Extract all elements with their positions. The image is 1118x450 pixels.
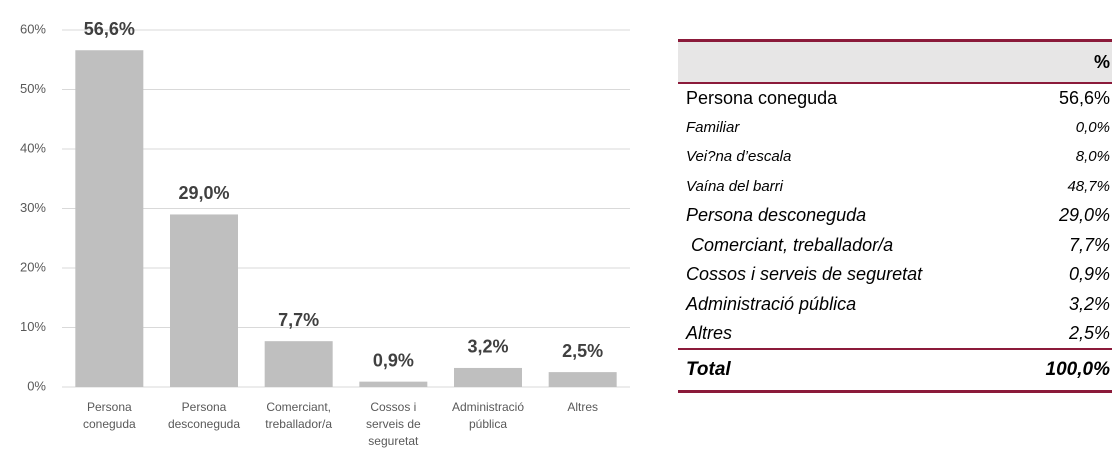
cell: 8,0% [1075, 148, 1110, 166]
header-cell: % [1011, 39, 1112, 84]
row: Vaína del barri 48,7% [678, 172, 1112, 202]
bar [170, 214, 238, 387]
data-label: 7,7% [278, 310, 319, 330]
cell: Comerciant, treballador/a [686, 234, 894, 255]
y-tick-label: 50% [20, 81, 46, 96]
x-tick-label: Persona coneguda [82, 400, 136, 431]
cell: Vaína del barri [686, 177, 784, 195]
total-cell: Total [678, 347, 1012, 393]
cell: Persona desconeguda [686, 205, 867, 226]
x-tick-label: Comerciant, treballador/a [265, 400, 333, 431]
cell: Administració pública [686, 293, 857, 314]
y-tick-label: 30% [20, 200, 46, 215]
cell: 56,6% [1058, 87, 1110, 108]
row: Familiar 0,0% [678, 113, 1112, 143]
data-label: 29,0% [178, 183, 229, 203]
chart: 0% 10% 20% 30% 40% 50% 60% 56,6% 29,0% 7,7% 0,9% 3,… [20, 19, 630, 393]
row: Altres 2,5% [678, 319, 1112, 349]
cell: Familiar [686, 118, 740, 136]
bar [359, 381, 428, 387]
cell: 2,5% [1068, 322, 1110, 343]
total-cell: 100,0% [1011, 347, 1112, 393]
y-tick-label: 20% [20, 259, 46, 274]
cell: 29,0% [1058, 205, 1110, 226]
bar [548, 372, 617, 387]
cell: Vei?na d’escala [686, 148, 792, 166]
y-tick-label: 0% [27, 378, 46, 393]
cell: Altres [686, 322, 733, 343]
x-tick-label: Persona desconeguda [167, 400, 241, 431]
bar [75, 50, 144, 387]
cell: 48,7% [1067, 177, 1110, 195]
header-row: % [678, 39, 1112, 84]
bar [454, 367, 522, 387]
row: Comerciant, treballador/a 7,7% [678, 231, 1112, 261]
row: Administració pública 3,2% [678, 290, 1112, 320]
data-label: 0,9% [373, 350, 414, 370]
cell: Persona coneguda [686, 87, 838, 108]
row: Persona coneguda 56,6% [678, 83, 1112, 113]
y-tick-label: 40% [20, 140, 46, 155]
y-tick-label: 60% [20, 21, 46, 36]
data-label: 2,5% [562, 341, 603, 361]
total-row: Total 100,0% [678, 347, 1112, 393]
x-tick-label: Administració pública [451, 400, 525, 431]
row: Persona desconeguda 29,0% [678, 201, 1112, 231]
data-label: 56,6% [84, 19, 135, 39]
cell: 3,2% [1068, 293, 1110, 314]
x-tick-label: Altres [567, 400, 598, 414]
bar [264, 341, 333, 387]
row: Cossos i serveis de seguretat 0,9% [678, 260, 1112, 290]
header-cell [678, 39, 1012, 84]
table: % Persona coneguda 56,6% Familiar 0,0% Vei?na… [678, 39, 1112, 393]
y-tick-label: 10% [20, 319, 46, 334]
data-label: 3,2% [467, 337, 508, 357]
cell: 0,9% [1068, 264, 1110, 285]
cell: 0,0% [1075, 118, 1110, 136]
x-tick-label: Cossos i serveis de seguretat [365, 400, 421, 448]
cell: 7,7% [1068, 234, 1110, 255]
cell: Cossos i serveis de seguretat [686, 264, 923, 285]
row: Vei?na d’escala 8,0% [678, 142, 1112, 172]
